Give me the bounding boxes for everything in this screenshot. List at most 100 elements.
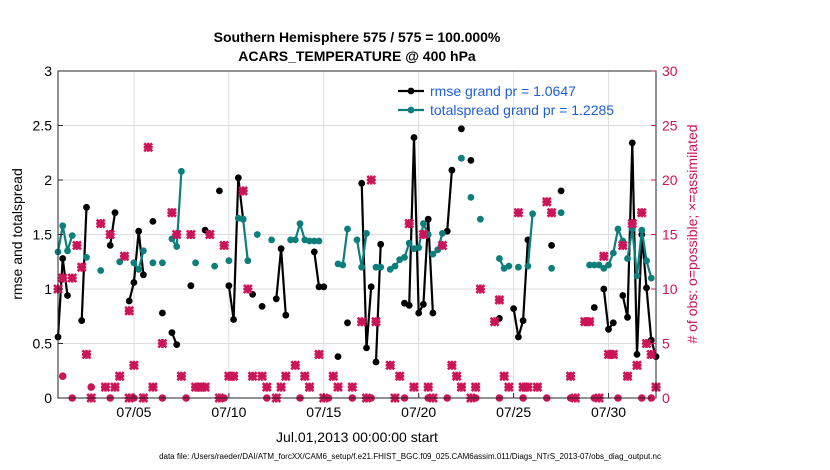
obs-assimilated-marker [105,229,116,240]
series-2-point [372,263,380,271]
y-axis-label: rmse and totalspread [9,168,25,300]
legend: rmse grand pr = 1.0647 totalspread grand … [398,83,614,118]
series-1-point [458,125,465,133]
obs-assimilated-marker [584,316,595,327]
axis-ticks: 07/05 07/10 07/15 07/20 07/25 07/30 0 0.5 1 1.5 2 2… [33,63,678,420]
y2-axis-label: # of obs: o=possible; ×=assimilated [684,124,700,343]
series-1-point [140,271,147,279]
obs-assimilated-marker [57,273,68,284]
obs-assimilated-marker [190,382,201,393]
obs-assimilated-marker [304,382,315,393]
obs-assimilated-marker [347,382,358,393]
obs-assimilated-marker [81,349,92,360]
obs-assimilated-marker [148,382,158,393]
series-1-point [600,285,608,293]
y2-tick-label: 10 [662,281,678,297]
series-1-point [448,166,456,174]
series-2-point [477,215,484,223]
series-2-point [643,257,650,265]
series-1-point [230,316,238,323]
series-1-point [510,305,517,312]
series-1-point [258,303,266,310]
obs-assimilated-marker [67,273,78,284]
series-2-point [287,236,294,244]
series-2-point [130,259,138,267]
obs-assimilated-marker [333,382,343,393]
obs-assimilated-marker [489,316,500,327]
series-1-point [111,209,119,217]
obs-assimilated-marker [470,382,481,393]
series-2-point [496,255,503,262]
series-1-point [633,351,641,358]
series-2-point [633,272,641,280]
obs-assimilated-marker [385,360,396,371]
obs-assimilated-marker [195,382,206,393]
series-2-point [253,231,261,238]
series-2-point [344,225,351,233]
obs-assimilated-marker [518,382,529,393]
series-2-point [524,262,532,270]
series-1-point [173,341,181,348]
series-2-point [605,261,612,269]
series-1-point [64,292,71,299]
series-1-point [429,309,437,317]
series-2-point [244,257,252,265]
series-2-point [505,262,513,270]
obs-assimilated-marker [617,240,628,251]
series-2-point [178,167,185,175]
series-2-point [391,262,399,270]
series-1-point [187,282,195,290]
series-1-point [548,242,555,249]
series-2-point [64,247,71,255]
obs-assimilated-marker [280,371,291,382]
series-2-line [526,213,534,267]
obs-assimilated-marker [641,338,652,349]
series-1-point [282,311,290,319]
chart-subtitle: ACARS_TEMPERATURE @ 400 hPa [238,48,476,64]
series-2-line [56,225,74,253]
series-2-point [377,263,385,271]
series-1-point [405,302,413,309]
series-1-point [557,187,565,195]
x-tick-label: 07/20 [401,404,436,420]
y-tick-label: 2.5 [33,118,53,134]
series-1-point [363,344,370,352]
series-1-point [234,174,242,182]
series-2-point [586,261,593,269]
obs-assimilated-marker [257,371,267,382]
series-1-point [125,297,133,305]
series-2-point [458,154,465,162]
legend-marker-1 [407,87,415,95]
series-1-point [168,329,176,336]
obs-possible-marker [58,372,67,381]
series-1-line [512,239,529,338]
series-2-point [439,230,446,237]
x-tick-label: 07/30 [591,404,626,420]
obs-assimilated-marker [579,316,590,327]
obs-assimilated-marker [290,360,301,371]
series-2-point [628,225,636,233]
y2-tick-label: 0 [662,390,670,406]
series-2-point [59,222,67,230]
y2-tick-label: 15 [662,227,678,243]
x-axis-label: Jul.01,2013 00:00:00 start [276,429,438,445]
x-tick-label: 07/10 [211,404,246,420]
obs-assimilated-marker [219,240,230,251]
series-1-point [106,242,114,249]
series-2-point [614,225,622,233]
obs-assimilated-marker [299,371,310,382]
obs-assimilated-marker [204,229,215,240]
obs-assimilated-marker [627,218,638,229]
series-2-point [310,237,318,245]
series-2-point [296,220,304,228]
series-1-point [149,218,157,225]
series-1-point [216,187,223,195]
series-1-point [643,284,650,292]
y2-tick-label: 25 [662,118,678,134]
obs-assimilated-marker [76,262,87,273]
obs-assimilated-marker [110,382,120,393]
obs-assimilated-marker [129,360,139,371]
y-tick-label: 2 [44,172,52,188]
